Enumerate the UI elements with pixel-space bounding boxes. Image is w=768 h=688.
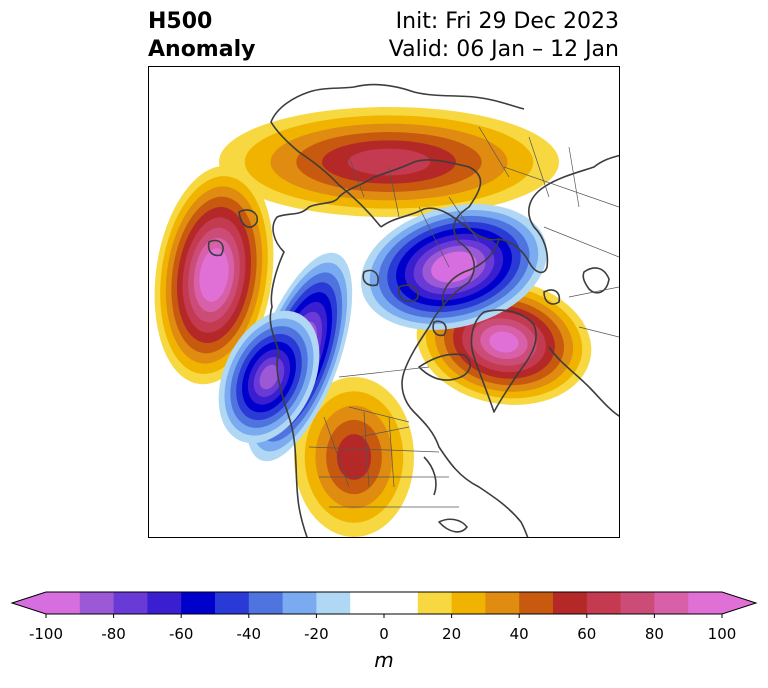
anomaly-center: [219, 107, 559, 217]
colorbar-bin: [384, 592, 419, 614]
anomaly-map: [149, 67, 619, 537]
colorbar-bin: [654, 592, 689, 614]
title-field: Anomaly: [148, 37, 256, 62]
title-right: Init: Fri 29 Dec 2023 Valid: 06 Jan – 12…: [389, 8, 619, 64]
anomaly-center: [154, 165, 274, 385]
colorbar-bin: [79, 592, 115, 614]
colorbar-bin: [519, 592, 554, 614]
colorbar-bin: [350, 592, 385, 614]
colorbar-tick-label: -40: [237, 625, 262, 643]
colorbar-bin: [451, 592, 486, 614]
contour-level: [205, 258, 223, 292]
anomaly-center: [360, 204, 548, 330]
colorbar-bin: [553, 592, 588, 614]
title-variable: H500: [148, 9, 213, 34]
colorbar-bin: [282, 592, 317, 614]
colorbar-ticks: -100 -80 -60 -40 -20 0 20 40 60 80 100: [29, 614, 736, 643]
colorbar-bin: [620, 592, 655, 614]
colorbar-tick-label: 40: [510, 625, 529, 643]
colorbar-bin: [586, 592, 622, 614]
coastlines: [207, 83, 619, 537]
colorbar-bin: [417, 592, 453, 614]
colorbar-bin: [46, 592, 81, 614]
colorbar-bin: [147, 592, 182, 614]
contour-level: [336, 434, 372, 480]
colorbar-unit: m: [374, 648, 393, 672]
political-borders: [308, 126, 619, 508]
colorbar-tick-label: -60: [169, 625, 194, 643]
colorbar-tick-label: -100: [29, 625, 63, 643]
colorbar-bin: [688, 592, 723, 614]
colorbar-bin: [113, 592, 148, 614]
title-left: H500 Anomaly: [148, 8, 255, 64]
colorbar-bin: [316, 592, 351, 614]
anomaly-center: [218, 310, 320, 444]
valid-period: Valid: 06 Jan – 12 Jan: [388, 37, 619, 62]
colorbar: -100 -80 -60 -40 -20 0 20 40 60 80 100 m: [0, 585, 768, 684]
colorbar-over-arrow: [722, 592, 756, 614]
anomaly-center: [416, 279, 592, 405]
colorbar-tick-label: 0: [379, 625, 389, 643]
colorbar-tick-label: 60: [577, 625, 596, 643]
colorbar-tick-label: -20: [304, 625, 329, 643]
contour-level: [259, 364, 279, 390]
contour-level: [489, 331, 519, 353]
colorbar-bin: [215, 592, 250, 614]
colorbar-bins: [46, 592, 723, 614]
map-panel: [148, 66, 620, 538]
colorbar-tick-label: 20: [442, 625, 461, 643]
colorbar-tick-label: -80: [101, 625, 126, 643]
init-time: Init: Fri 29 Dec 2023: [395, 9, 619, 34]
anomaly-contours: [154, 107, 592, 537]
colorbar-under-arrow: [12, 592, 46, 614]
colorbar-bin: [181, 592, 216, 614]
colorbar-bin: [248, 592, 284, 614]
colorbar-bin: [485, 592, 520, 614]
colorbar-graphic: -100 -80 -60 -40 -20 0 20 40 60 80 100 m: [10, 591, 758, 672]
colorbar-tick-label: 80: [645, 625, 664, 643]
colorbar-tick-label: 100: [708, 625, 737, 643]
contour-level: [347, 148, 431, 176]
